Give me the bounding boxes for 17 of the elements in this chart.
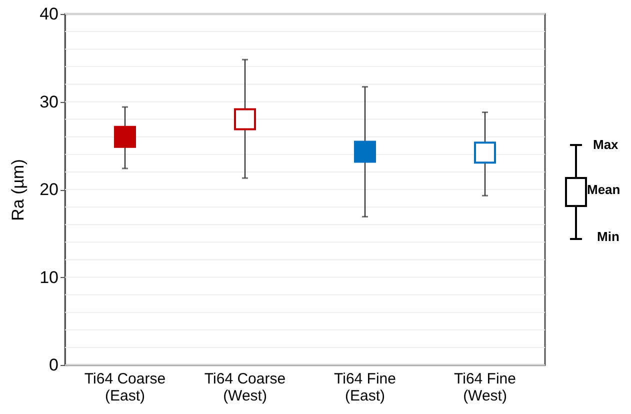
- x-tick-label: Ti64 Coarse (East): [84, 370, 166, 404]
- point: [474, 142, 496, 164]
- y-axis-title: Ra (µm): [8, 159, 28, 221]
- point: [234, 108, 256, 130]
- x-tick-label: Ti64 Fine (West): [454, 370, 516, 404]
- point: [354, 140, 376, 163]
- text: Mean: [587, 182, 620, 197]
- x-tick-label: Ti64 Fine (East): [334, 370, 396, 404]
- x-tick-label: Ti64 Coarse (West): [204, 370, 286, 404]
- y-tick-label: 40: [40, 4, 58, 24]
- y-tick-label: 30: [40, 92, 58, 112]
- y-tick-label: 10: [40, 268, 58, 287]
- point: [114, 126, 136, 148]
- y-tick-label: 20: [40, 180, 58, 199]
- y-tick-label: 0: [49, 356, 58, 374]
- text: Min: [597, 229, 620, 244]
- text: Max: [593, 137, 618, 152]
